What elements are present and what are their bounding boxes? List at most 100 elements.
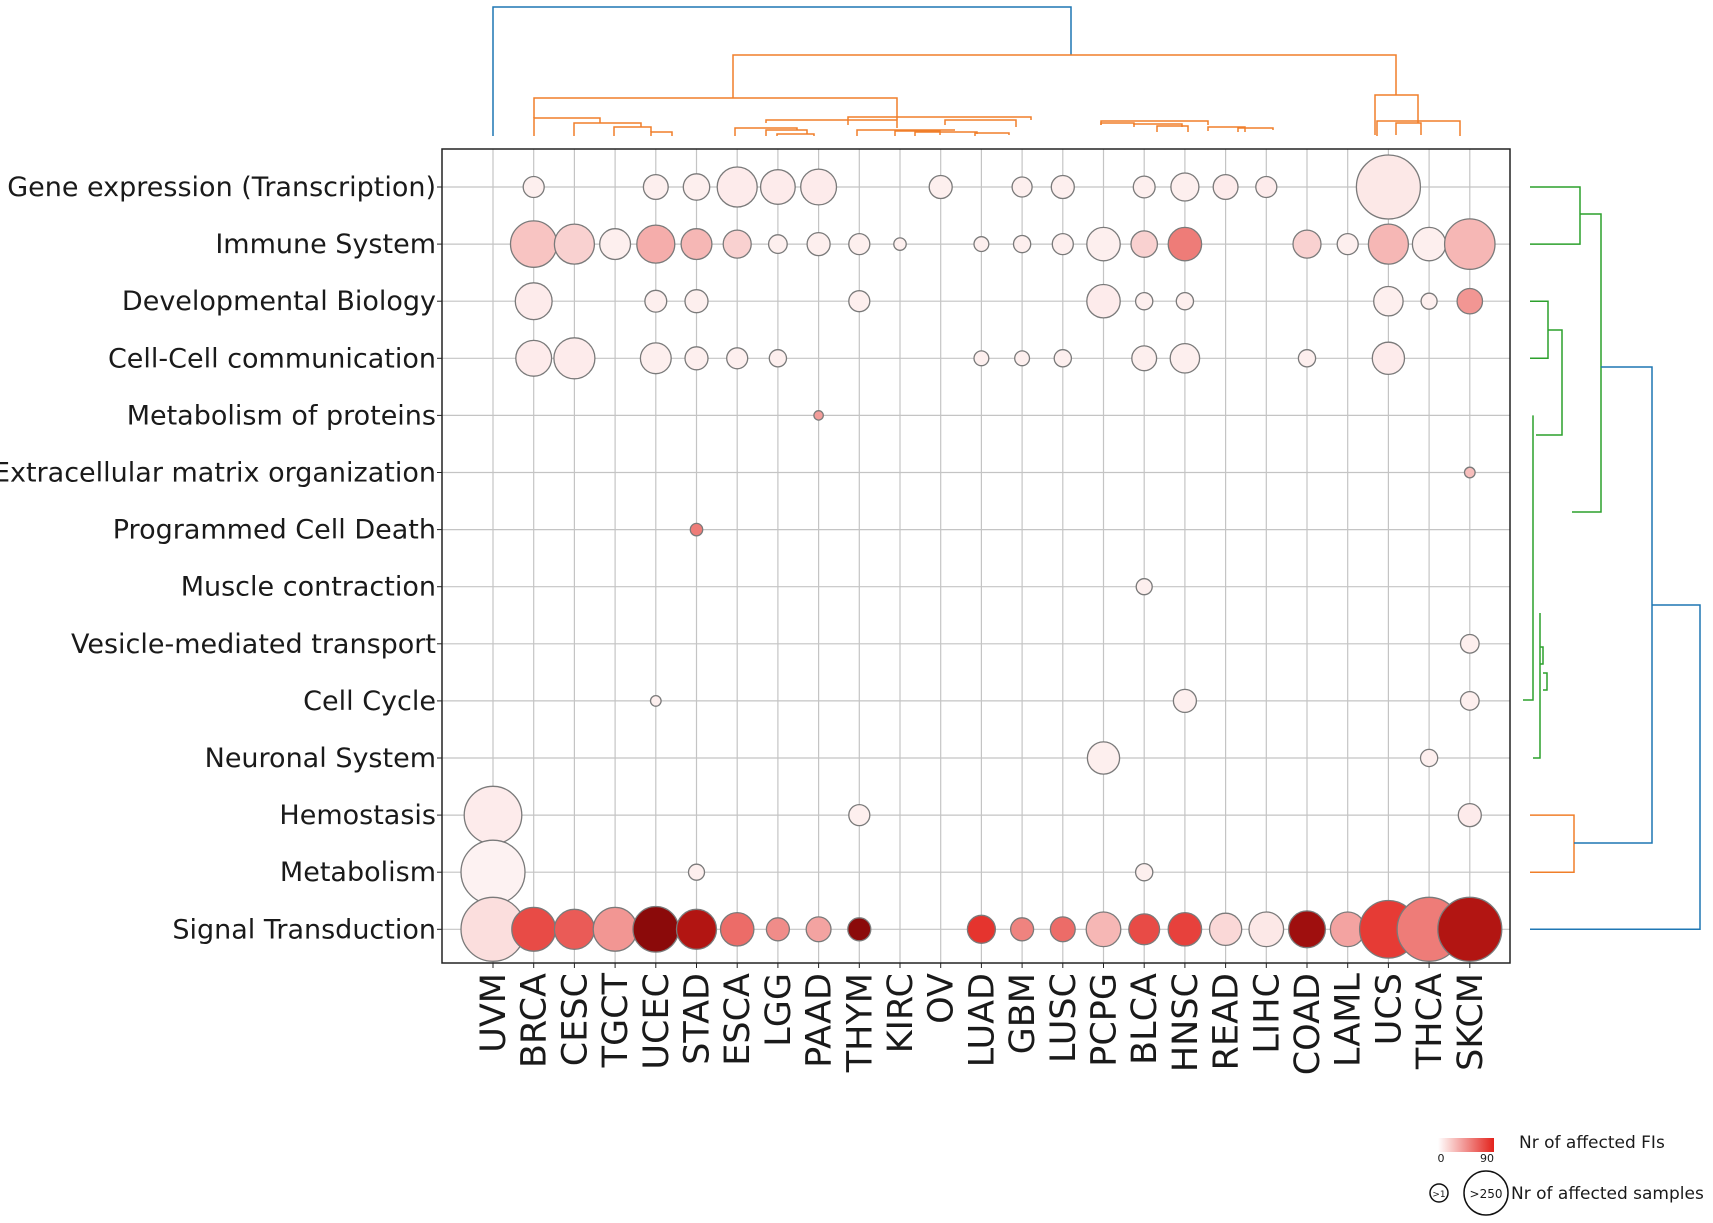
bubble-brca [509,220,558,268]
bubble-stad [687,863,706,881]
x-tick-label-read: READ [1207,973,1247,1070]
bubble-ucs [1355,154,1422,220]
bubble-read [1208,912,1243,947]
bubble-layer [460,154,1503,962]
y-tick-label: Signal Transduction [172,914,436,945]
x-tick-label-luad: LUAD [962,973,1002,1067]
bubble-blca [1131,345,1158,372]
x-tick-label-ucec: UCEC [637,973,677,1070]
x-tick-label-lusc: LUSC [1044,973,1084,1063]
bubble-luad [973,350,990,367]
bubble-ucs [1367,223,1410,265]
dendrogram-link [1530,186,1581,245]
bubble-hnsc [1170,172,1200,202]
size-legend-small [1429,1183,1449,1203]
dendrogram-link [1530,604,1701,931]
bubble-hnsc [1169,342,1201,374]
bubble-read [1212,173,1239,201]
bubble-lusc [1053,349,1073,368]
bubble-skcm [1463,466,1476,479]
bubble-stad [682,173,711,201]
x-tick-label-brca: BRCA [515,973,555,1068]
bubble-blca [1134,862,1154,882]
dendrogram-link [1395,122,1422,135]
bubble-thca [1411,226,1447,262]
x-tick-label-gbm: GBM [1003,973,1043,1054]
dendrogram-link [1237,127,1274,132]
bubble-lgg [759,169,796,205]
bubble-lgg [768,349,788,368]
x-tick-label-cesc: CESC [555,973,595,1066]
x-tick-label-ov: OV [922,973,962,1024]
bubble-coad [1292,229,1322,259]
bubble-thym [848,803,871,827]
bubble-lusc [1051,232,1074,256]
dendrogram-link [776,133,815,136]
y-tick-label: Muscle contraction [181,572,436,603]
top-dendrogram [492,6,1461,136]
dendrogram-link [613,126,652,136]
bubble-skcm [1443,218,1496,270]
dendrogram-link [1376,120,1461,136]
size-legend-min-label: >1 [1432,1190,1445,1200]
bubble-gbm [1011,176,1033,198]
bubble-stad [680,228,713,261]
bubble-cesc [553,337,596,380]
y-tick-label: Gene expression (Transcription) [7,172,436,203]
bubble-lusc [1049,916,1076,943]
y-tick-label: Metabolism of proteins [127,400,436,431]
bubble-lgg [765,917,791,942]
x-tick-label-blca: BLCA [1125,973,1165,1065]
bubble-lgg [767,234,788,255]
dendrogram-link [492,6,1072,136]
bubble-uvm [460,839,526,905]
dendrogram-link [765,129,808,136]
bubble-ucec [639,342,672,375]
bubble-blca [1132,175,1156,199]
bubble-blca [1130,230,1159,258]
x-tick-label-tgct: TGCT [596,972,636,1068]
bubble-thym [847,917,872,942]
bubble-skcm [1457,802,1482,828]
x-tick-label-ucs: UCS [1369,973,1409,1045]
dendrogram-link [914,131,978,136]
dendrogram-link [1543,672,1548,691]
dendrogram-link [944,119,1017,127]
x-tick-label-skcm: SKCM [1451,973,1491,1071]
bubble-thca [1420,292,1438,310]
grid-layer [442,149,1510,963]
bubble-stad [684,289,709,314]
bubble-esca [726,347,749,370]
size-legend-title: Nr of affected samples [1511,1184,1704,1204]
dendrogram-link [573,122,642,136]
x-tick-label-thca: THCA [1410,973,1450,1070]
x-tick-label-thym: THYM [840,973,880,1073]
x-tick-label-paad: PAAD [800,973,840,1068]
dendrogram-link [734,127,798,136]
bubble-blca [1134,291,1154,311]
bubble-thca [1419,748,1439,768]
bubble-lusc [1050,174,1075,200]
x-axis-labels: UVM BRCA CESC TGCT UCEC STAD ESCA LGG PAAD THYM KI… [474,963,1491,1075]
color-legend-min: 0 [1438,1152,1445,1165]
bubble-gbm [1014,350,1031,367]
bubble-ucec [632,905,680,953]
bubble-tgct [592,906,638,952]
bubble-thym [848,232,871,256]
size-legend-max-label: >250 [1470,1187,1503,1201]
bubble-coad [1297,349,1317,368]
bubble-blca [1128,913,1161,946]
bubble-ucec [644,289,668,313]
bubble-blca [1135,578,1153,596]
bubble-ucec [642,173,669,201]
bubble-hnsc [1167,911,1203,947]
bubble-paad [800,168,838,206]
bubble-paad [806,231,831,257]
x-tick-label-kirc: KIRC [881,973,921,1053]
bubble-ucec [649,694,662,707]
bubble-ucs [1373,285,1404,317]
y-tick-label: Neuronal System [205,743,436,774]
bubble-cesc [553,908,596,950]
x-tick-label-lihc: LIHC [1247,973,1287,1054]
bubble-esca [722,229,752,259]
